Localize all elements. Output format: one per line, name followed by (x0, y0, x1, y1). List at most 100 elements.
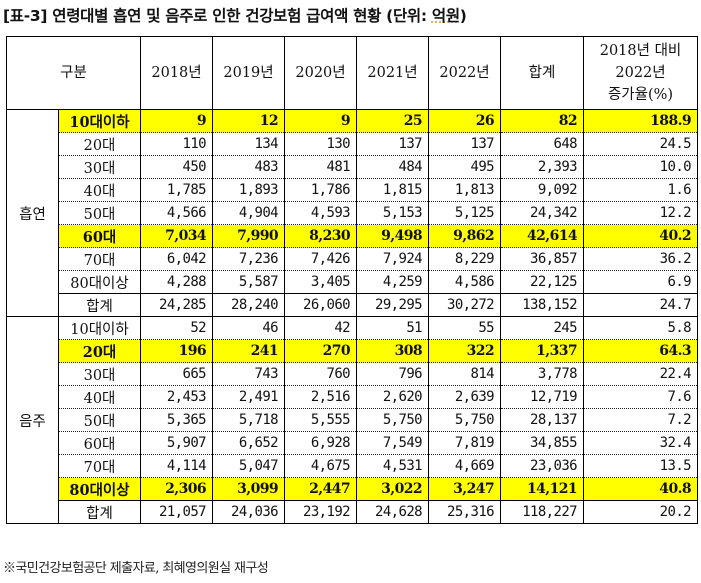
cell-total: 9,092 (500, 178, 584, 202)
cell-v2019: 7,236 (212, 247, 285, 271)
cell-v2018: 4,114 (140, 454, 213, 478)
growth-line3: 증가율(%) (607, 87, 674, 103)
growth-line2: 2022년 (615, 65, 666, 81)
cell-total: 1,337 (500, 339, 584, 363)
cell-v2022: 26 (428, 109, 501, 133)
table-row: 80대이상 4,288 5,587 3,405 4,259 4,586 22,125 6.9 (7, 270, 698, 294)
row-label: 60대 (58, 431, 141, 455)
cell-v2018: 24,285 (140, 293, 213, 317)
cell-v2020: 26,060 (284, 293, 357, 317)
cell-v2022: 55 (428, 316, 501, 340)
cell-v2020: 6,928 (284, 431, 357, 455)
cell-v2019: 7,990 (212, 224, 285, 248)
row-label: 80대이상 (58, 270, 141, 294)
cell-growth: 5.8 (583, 316, 698, 340)
header-row: 구분 2018년 2019년 2020년 2021년 2022년 합계 2018… (6, 36, 698, 110)
table-row-sum: 합계 24,285 28,240 26,060 29,295 30,272 138,152 2… (7, 293, 698, 317)
section-label: 음주 (6, 316, 59, 524)
table-row: 40대 1,785 1,893 1,786 1,815 1,813 9,092 1.6 (7, 178, 698, 202)
cell-v2022: 7,819 (428, 431, 501, 455)
table-title: [표-3] 연령대별 흡연 및 음주로 인한 건강보험 급여액 현황 (단위: … (3, 4, 467, 26)
cell-v2019: 24,036 (212, 500, 285, 524)
cell-v2021: 7,924 (356, 247, 429, 271)
cell-v2022: 814 (428, 362, 501, 386)
cell-v2019: 5,047 (212, 454, 285, 478)
cell-v2019: 1,893 (212, 178, 285, 202)
header-2019: 2019년 (212, 36, 285, 110)
table-body: 흡연 10대이하 9 12 9 25 26 82 188.9 20대 110 134 130 137 137… (6, 109, 698, 524)
table-row-sum: 합계 21,057 24,036 23,192 24,628 25,316 118,227 2… (7, 500, 698, 524)
cell-growth: 7.2 (583, 408, 698, 432)
cell-v2019: 2,491 (212, 385, 285, 409)
cell-v2020: 130 (284, 132, 357, 156)
cell-v2021: 3,022 (356, 477, 429, 501)
cell-v2020: 3,405 (284, 270, 357, 294)
cell-v2021: 484 (356, 155, 429, 179)
cell-v2019: 483 (212, 155, 285, 179)
cell-v2020: 23,192 (284, 500, 357, 524)
cell-v2021: 796 (356, 362, 429, 386)
cell-v2022: 2,639 (428, 385, 501, 409)
cell-v2018: 665 (140, 362, 213, 386)
cell-v2020: 1,786 (284, 178, 357, 202)
cell-v2019: 28,240 (212, 293, 285, 317)
cell-total: 118,227 (500, 500, 584, 524)
row-label: 50대 (58, 201, 141, 225)
cell-v2019: 12 (212, 109, 285, 133)
growth-line1: 2018년 대비 (599, 43, 682, 59)
cell-v2022: 322 (428, 339, 501, 363)
cell-v2018: 4,288 (140, 270, 213, 294)
cell-growth: 64.3 (583, 339, 698, 363)
row-label: 40대 (58, 178, 141, 202)
cell-v2022: 30,272 (428, 293, 501, 317)
cell-total: 42,614 (500, 224, 584, 248)
row-label: 20대 (58, 132, 141, 156)
table-row: 20대 196 241 270 308 322 1,337 64.3 (7, 339, 698, 363)
cell-v2018: 21,057 (140, 500, 213, 524)
cell-total: 12,719 (500, 385, 584, 409)
cell-v2021: 4,259 (356, 270, 429, 294)
cell-v2020: 7,426 (284, 247, 357, 271)
row-label: 30대 (58, 362, 141, 386)
cell-v2021: 1,815 (356, 178, 429, 202)
cell-v2021: 29,295 (356, 293, 429, 317)
cell-v2021: 308 (356, 339, 429, 363)
cell-v2018: 9 (140, 109, 213, 133)
table-row: 50대 4,566 4,904 4,593 5,153 5,125 24,342 12.2 (7, 201, 698, 225)
cell-growth: 32.4 (583, 431, 698, 455)
table-row: 30대 665 743 760 796 814 3,778 22.4 (7, 362, 698, 386)
cell-v2021: 137 (356, 132, 429, 156)
cell-v2018: 196 (140, 339, 213, 363)
cell-growth: 1.6 (583, 178, 698, 202)
cell-growth: 7.6 (583, 385, 698, 409)
cell-v2019: 134 (212, 132, 285, 156)
table-row: 70대 4,114 5,047 4,675 4,531 4,669 23,036 13.5 (7, 454, 698, 478)
header-2018: 2018년 (140, 36, 213, 110)
cell-v2019: 4,904 (212, 201, 285, 225)
cell-v2022: 4,669 (428, 454, 501, 478)
cell-v2021: 9,498 (356, 224, 429, 248)
cell-v2018: 2,453 (140, 385, 213, 409)
cell-v2018: 4,566 (140, 201, 213, 225)
cell-v2018: 2,306 (140, 477, 213, 501)
cell-total: 14,121 (500, 477, 584, 501)
table-row: 흡연 10대이하 9 12 9 25 26 82 188.9 (6, 109, 698, 317)
cell-total: 3,778 (500, 362, 584, 386)
cell-v2018: 7,034 (140, 224, 213, 248)
table-row: 60대 5,907 6,652 6,928 7,549 7,819 34,855 32.4 (7, 431, 698, 455)
cell-v2020: 481 (284, 155, 357, 179)
header-total: 합계 (500, 36, 584, 110)
cell-v2020: 4,675 (284, 454, 357, 478)
cell-v2021: 24,628 (356, 500, 429, 524)
cell-growth: 24.7 (583, 293, 698, 317)
cell-growth: 10.0 (583, 155, 698, 179)
cell-v2022: 5,750 (428, 408, 501, 432)
source-footnote: ※국민건강보험공단 제출자료, 최혜영의원실 재구성 (3, 561, 269, 576)
cell-growth: 12.2 (583, 201, 698, 225)
cell-growth: 24.5 (583, 132, 698, 156)
cell-v2020: 2,516 (284, 385, 357, 409)
row-label: 10대이하 (58, 316, 141, 340)
cell-v2018: 5,365 (140, 408, 213, 432)
cell-v2019: 6,652 (212, 431, 285, 455)
cell-v2020: 270 (284, 339, 357, 363)
